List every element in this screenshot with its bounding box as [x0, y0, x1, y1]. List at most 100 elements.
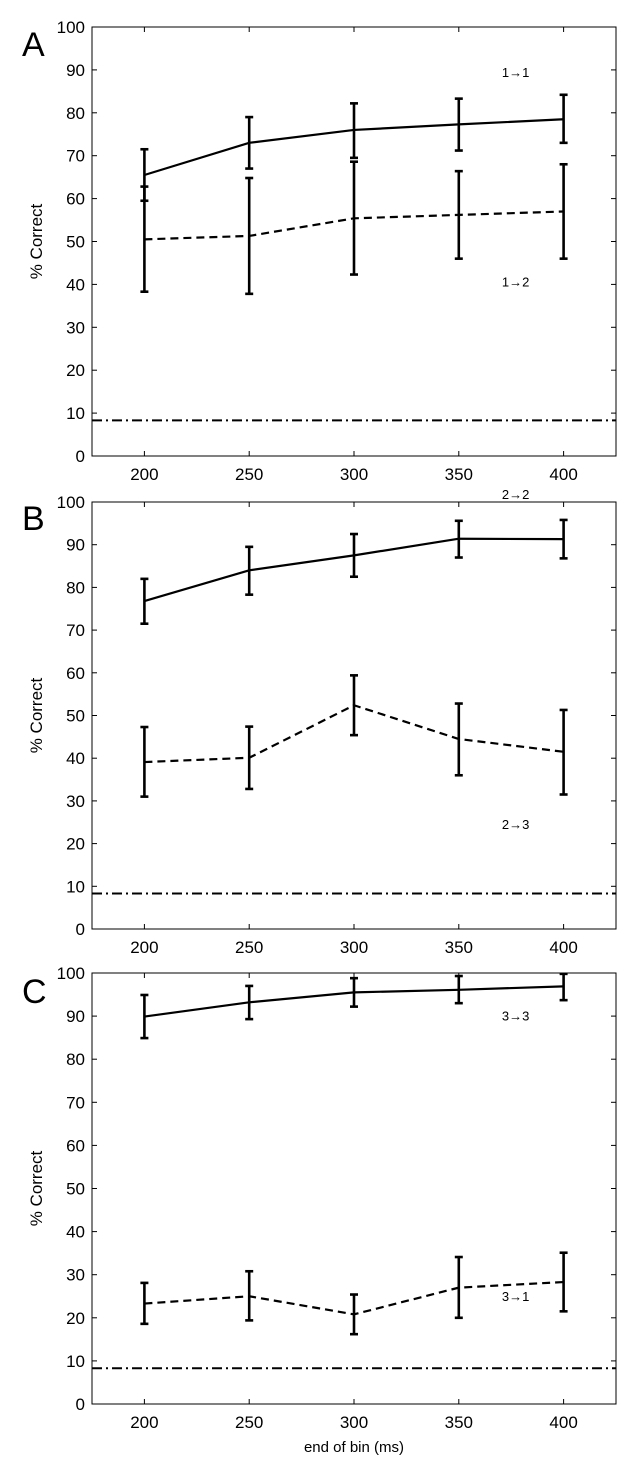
error-bar: [350, 532, 358, 579]
error-bar: [140, 577, 149, 625]
error-bar: [245, 1269, 254, 1322]
x-tick-label: 350: [445, 465, 473, 484]
y-tick-label: 10: [66, 404, 85, 423]
error-bar: [454, 974, 463, 1005]
error-bar: [559, 93, 568, 145]
error-bar: [350, 976, 358, 1008]
y-tick-label: 60: [66, 190, 85, 209]
y-tick-label: 0: [76, 1395, 85, 1414]
y-tick-label: 20: [66, 835, 85, 854]
y-tick-label: 100: [57, 18, 85, 37]
y-tick-label: 80: [66, 1050, 85, 1069]
error-bar: [350, 674, 358, 737]
y-tick-label: 50: [66, 707, 85, 726]
y-tick-label: 90: [66, 536, 85, 555]
error-bar: [559, 518, 568, 560]
y-tick-label: 40: [66, 1223, 85, 1242]
y-tick-label: 40: [66, 749, 85, 768]
axes-box: [91, 972, 617, 1405]
y-tick-label: 20: [66, 1309, 85, 1328]
panel-letter: A: [22, 26, 45, 64]
y-axis-label: % Correct: [27, 677, 46, 753]
x-tick-label: 350: [445, 938, 473, 957]
series-label: 2→3: [502, 817, 529, 832]
y-tick-label: 0: [76, 920, 85, 939]
y-tick-label: 70: [66, 621, 85, 640]
panel-letter: B: [22, 500, 45, 538]
panel-c: 0 10 20 30 40 50 60 70 80 90 100 200 250 300 350 400 3→3…: [22, 964, 617, 1456]
x-tick-label: 400: [549, 465, 577, 484]
y-tick-label: 70: [66, 1093, 85, 1112]
y-tick-label: 90: [66, 1007, 85, 1026]
error-bar: [245, 115, 254, 170]
error-bar: [350, 102, 358, 160]
y-tick-label: 80: [66, 104, 85, 123]
error-bar: [140, 185, 149, 293]
x-tick-label: 400: [549, 938, 577, 957]
y-tick-label: 30: [66, 1266, 85, 1285]
error-bar: [140, 725, 149, 798]
x-tick-label: 250: [235, 1413, 263, 1432]
y-tick-label: 30: [66, 318, 85, 337]
error-bar: [350, 1293, 358, 1336]
y-tick-label: 20: [66, 361, 85, 380]
y-axis-label: % Correct: [27, 1150, 46, 1226]
x-tick-label: 300: [340, 1413, 368, 1432]
error-bar: [454, 702, 463, 777]
y-tick-label: 30: [66, 792, 85, 811]
error-bar: [559, 972, 568, 1002]
series-label: 1→1: [502, 65, 529, 80]
error-bar: [559, 162, 568, 260]
error-bar: [140, 1281, 149, 1326]
y-tick-label: 0: [76, 447, 85, 466]
series-label: 3→3: [502, 1008, 529, 1023]
error-bar: [454, 169, 463, 260]
y-tick-label: 50: [66, 1180, 85, 1199]
error-bar: [454, 519, 463, 559]
error-bar: [245, 984, 254, 1021]
y-tick-label: 100: [57, 493, 85, 512]
error-bar: [245, 545, 254, 596]
y-tick-label: 40: [66, 275, 85, 294]
x-tick-label: 200: [130, 938, 158, 957]
error-bar: [140, 993, 149, 1040]
x-tick-label: 250: [235, 465, 263, 484]
y-axis-label: % Correct: [27, 203, 46, 279]
y-tick-label: 10: [66, 1352, 85, 1371]
series-label: 1→2: [502, 274, 529, 289]
error-bar: [559, 1251, 568, 1313]
error-bar: [454, 1255, 463, 1320]
y-tick-label: 60: [66, 664, 85, 683]
x-axis-label: end of bin (ms): [304, 1439, 404, 1456]
y-tick-label: 100: [57, 964, 85, 983]
x-tick-label: 400: [549, 1413, 577, 1432]
error-bar: [454, 97, 463, 152]
y-tick-label: 50: [66, 233, 85, 252]
series-solid: 3→3: [140, 972, 568, 1040]
series-dashed: 2→3: [140, 674, 568, 832]
error-bar: [245, 725, 254, 791]
series-label: 2→2: [502, 487, 529, 502]
x-tick-label: 300: [340, 465, 368, 484]
series-solid: 2→2: [140, 487, 568, 625]
x-tick-label: 200: [130, 1413, 158, 1432]
series-solid: 1→1: [140, 65, 568, 203]
series-label: 3→1: [502, 1289, 529, 1304]
x-tick-label: 350: [445, 1413, 473, 1432]
x-tick-label: 250: [235, 938, 263, 957]
series-dashed: 1→2: [140, 160, 568, 296]
error-bar: [559, 708, 568, 796]
x-tick-label: 300: [340, 938, 368, 957]
error-bar: [350, 160, 358, 276]
panel-b: 0 10 20 30 40 50 60 70 80 90 100 200 250 300 350 400 2→2…: [22, 487, 617, 957]
panel-letter: C: [22, 973, 47, 1011]
panel-a: 0 10 20 30 40 50 60 70 80 90 100 200 250 300 350 400 1→1…: [22, 18, 617, 484]
y-tick-label: 10: [66, 877, 85, 896]
series-dashed: 3→1: [140, 1251, 568, 1336]
y-tick-label: 70: [66, 147, 85, 166]
y-tick-label: 90: [66, 61, 85, 80]
y-tick-label: 80: [66, 578, 85, 597]
x-tick-label: 200: [130, 465, 158, 484]
y-tick-label: 60: [66, 1136, 85, 1155]
